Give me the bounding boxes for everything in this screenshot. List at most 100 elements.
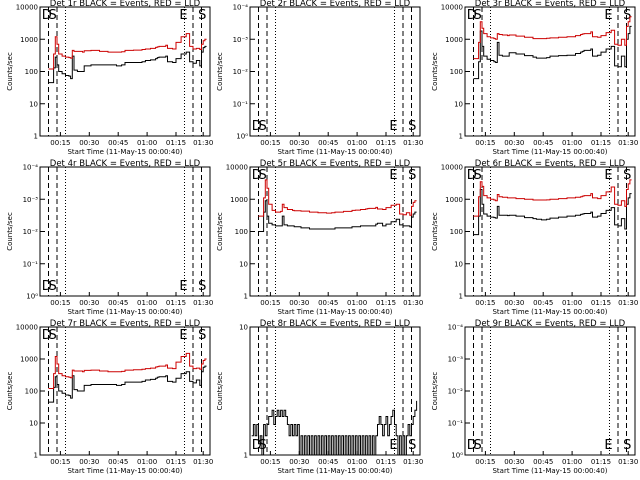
marker-s: S [49, 328, 57, 343]
y-tick-label: 10 [454, 260, 463, 268]
x-tick-label: 01:30 [618, 299, 638, 307]
plot-frame [39, 166, 211, 297]
y-tick-label: 1 [244, 452, 248, 460]
x-tick-label: 00:15 [260, 458, 280, 466]
x-axis-label: Start Time (11-May-15 00:00:40) [492, 467, 607, 475]
x-tick-label: 00:30 [289, 458, 309, 466]
x-tick-label: 01:30 [403, 139, 423, 147]
x-tick-label: 00:30 [79, 139, 99, 147]
y-axis-label: Counts/sec [6, 212, 14, 251]
y-tick-label: 1 [459, 293, 463, 301]
marker-d: D [467, 438, 477, 453]
x-tick-label: 01:30 [193, 139, 213, 147]
panel-title: Det 5r BLACK = Events, RED = LLD [260, 159, 411, 169]
panel-7r: Det 7r BLACK = Events, RED = LLD 1 10 100 10… [6, 319, 213, 475]
x-tick-label: 01:30 [403, 299, 423, 307]
x-tick-label: 01:00 [137, 299, 157, 307]
x-tick-label: 01:00 [562, 299, 582, 307]
marker-e: E [604, 438, 612, 453]
marker-s: S [259, 438, 267, 453]
plot-frame [249, 166, 421, 297]
y-axis-label: Counts/sec [6, 52, 14, 91]
x-tick-label: 01:30 [193, 458, 213, 466]
panel-title: Det 7r BLACK = Events, RED = LLD [50, 319, 201, 329]
x-tick-label: 00:30 [504, 299, 524, 307]
panel-4r: Det 4r BLACK = Events, RED = LLD 10⁰ 10⁻¹ 1… [6, 159, 213, 316]
marker-d: D [252, 168, 262, 183]
marker-e: E [179, 328, 187, 343]
y-tick-label: 10 [454, 100, 463, 108]
marker-s: S [198, 328, 206, 343]
series-line-lld [473, 16, 632, 60]
panel-5r: Det 5r BLACK = Events, RED = LLD 1 10 100 10… [216, 159, 423, 316]
panel-1r: Det 1r BLACK = Events, RED = LLD 1 10 100 10… [6, 0, 213, 156]
marker-e: E [604, 168, 612, 183]
marker-s: S [49, 8, 57, 23]
y-tick-label: 1000 [445, 196, 463, 204]
panel-title: Det 4r BLACK = Events, RED = LLD [50, 159, 201, 169]
marker-d: D [252, 119, 262, 134]
panel-3r: Det 3r BLACK = Events, RED = LLD 1 10 100 10… [431, 0, 638, 156]
x-tick-label: 00:15 [475, 458, 495, 466]
x-tick-label: 00:15 [260, 139, 280, 147]
y-tick-label: 1 [459, 133, 463, 141]
marker-s: S [623, 8, 631, 23]
x-tick-label: 00:15 [50, 458, 70, 466]
y-tick-label: 100 [450, 228, 463, 236]
y-tick-label: 10⁻⁴ [23, 164, 39, 172]
series-line-lld [48, 33, 207, 70]
y-axis-label: Counts/sec [216, 52, 224, 91]
marker-s: S [198, 8, 206, 23]
x-tick-label: 01:15 [376, 299, 396, 307]
marker-d: D [252, 438, 262, 453]
y-tick-label: 10⁻¹ [23, 260, 39, 268]
y-tick-label: 10 [29, 100, 38, 108]
x-tick-label: 00:15 [475, 299, 495, 307]
x-tick-label: 00:45 [533, 299, 553, 307]
x-tick-label: 01:15 [591, 299, 611, 307]
x-tick-label: 00:45 [318, 299, 338, 307]
panel-title: Det 2r BLACK = Events, RED = LLD [260, 0, 411, 9]
y-tick-label: 10⁰ [26, 293, 38, 301]
y-tick-label: 1 [34, 452, 38, 460]
marker-d: D [42, 328, 52, 343]
x-axis-label: Start Time (11-May-15 00:00:40) [277, 308, 392, 316]
marker-e: E [179, 8, 187, 23]
marker-d: D [42, 279, 52, 294]
y-tick-label: 10 [239, 324, 248, 332]
y-tick-label: 10⁻⁴ [233, 4, 249, 12]
marker-e: E [604, 8, 612, 23]
x-tick-label: 01:00 [562, 139, 582, 147]
x-tick-label: 00:45 [533, 458, 553, 466]
x-tick-label: 00:15 [260, 299, 280, 307]
x-tick-label: 01:00 [347, 458, 367, 466]
y-tick-label: 10⁻¹ [448, 420, 464, 428]
y-tick-label: 1000 [20, 36, 38, 44]
y-tick-label: 100 [450, 68, 463, 76]
x-tick-label: 01:30 [618, 458, 638, 466]
y-tick-label: 100 [25, 388, 38, 396]
x-tick-label: 01:00 [137, 458, 157, 466]
panel-title: Det 6r BLACK = Events, RED = LLD [475, 159, 626, 169]
x-axis-label: Start Time (11-May-15 00:00:40) [67, 308, 182, 316]
panel-title: Det 3r BLACK = Events, RED = LLD [475, 0, 626, 9]
y-tick-label: 10000 [441, 4, 463, 12]
x-tick-label: 01:15 [166, 458, 186, 466]
y-tick-label: 10 [239, 260, 248, 268]
y-tick-label: 10⁻³ [23, 196, 39, 204]
x-tick-label: 01:15 [376, 139, 396, 147]
x-tick-label: 00:15 [475, 139, 495, 147]
series-line-events [48, 45, 207, 84]
marker-s: S [198, 279, 206, 294]
marker-s: S [474, 438, 482, 453]
marker-d: D [42, 8, 52, 23]
y-tick-label: 1 [244, 293, 248, 301]
series-line-events [48, 365, 207, 403]
marker-s: S [408, 119, 416, 134]
series-line-lld [48, 352, 207, 389]
x-tick-label: 01:00 [562, 458, 582, 466]
y-tick-label: 10000 [16, 324, 38, 332]
x-tick-label: 01:00 [347, 139, 367, 147]
y-tick-label: 10⁰ [236, 133, 248, 141]
plot-frame [249, 6, 421, 137]
